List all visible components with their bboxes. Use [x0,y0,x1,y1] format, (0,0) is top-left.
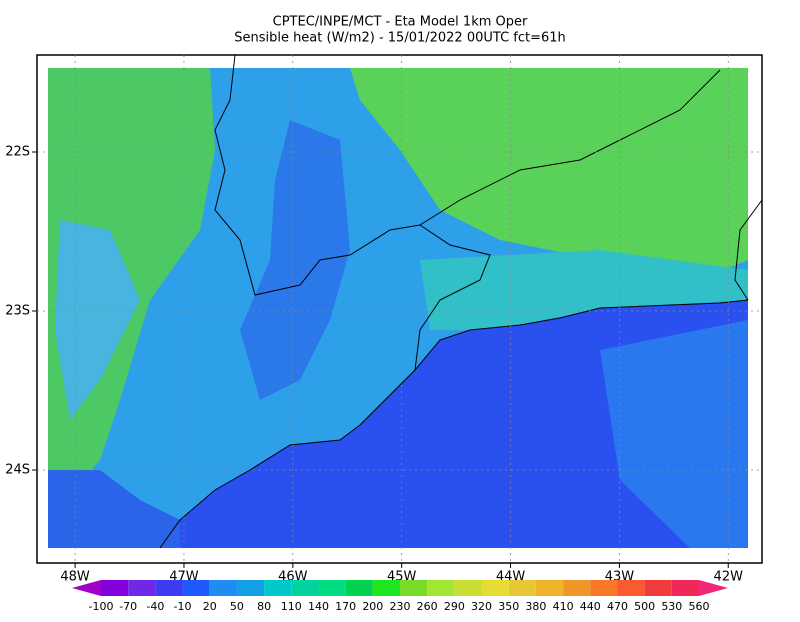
colorbar-label: -70 [119,600,137,613]
cyan-zone [420,250,748,330]
colorbar-segment [590,580,618,596]
colorbar-segment [671,580,699,596]
colorbar-arrow [699,580,728,596]
colorbar-label: 20 [203,600,217,613]
blue-zone [240,120,350,400]
lat-tick-label: 23S [5,303,30,318]
lat-tick-label: 24S [5,462,30,477]
colorbar-label: 320 [471,600,492,613]
state-border [734,199,763,301]
colorbar-label: 560 [689,600,710,613]
colorbar-label: 410 [553,600,574,613]
colorbar-label: 350 [498,600,519,613]
colorbar-label: 230 [390,600,411,613]
colorbar-segment [535,580,564,596]
colorbar-segment [155,580,183,596]
map-frame [36,54,763,564]
boundaries [159,54,763,549]
colorbar-label: 50 [230,600,244,613]
colorbar-label: -10 [174,600,192,613]
coastline [159,299,749,549]
ocean-shelf [600,320,748,548]
title-line: Sensible heat (W/m2) - 15/01/2022 00UTC … [234,31,566,46]
title-line: CPTEC/INPE/MCT - Eta Model 1km Oper [273,15,528,30]
colorbar-segment [182,580,210,596]
colorbar-segment [454,580,482,596]
colorbar-label: 140 [308,600,329,613]
colorbar-segment [481,580,509,596]
blue-zone [55,220,140,420]
colorbar-label: 500 [634,600,655,613]
map-field [48,68,748,548]
colorbar-arrow [72,580,101,596]
colorbar: -100 -70 -40 -10 20 50 80 110 140 170 200 230 260 290… [72,580,728,613]
lon-tick-label: 42W [714,570,744,585]
colorbar-segment [101,580,129,596]
colorbar-label: 110 [281,600,302,613]
colorbar-segment [372,580,400,596]
colorbar-segment [617,580,645,596]
colorbar-segment [318,580,346,596]
state-border [419,69,721,226]
colorbar-segment [291,580,319,596]
colorbar-label: 80 [257,600,271,613]
colorbar-segment [264,580,292,596]
colorbar-segment [400,580,428,596]
colorbar-segment [563,580,591,596]
colorbar-label: 200 [362,600,383,613]
colorbar-label: 380 [525,600,546,613]
green-zone [350,68,748,280]
state-border [214,54,491,371]
colorbar-label: -40 [146,600,164,613]
lon-tick-label: 48W [60,570,90,585]
colorbar-label: 170 [335,600,356,613]
colorbar-label: 470 [607,600,628,613]
colorbar-segment [508,580,536,596]
colorbar-segment [644,580,672,596]
lat-tick-label: 22S [5,144,30,159]
blue-zone [48,470,180,548]
colorbar-label: 530 [661,600,682,613]
colorbar-segment [427,580,455,596]
colorbar-segment [128,580,156,596]
colorbar-segment [209,580,237,596]
colorbar-label: 290 [444,600,465,613]
colorbar-label: -100 [89,600,114,613]
colorbar-label: 260 [417,600,438,613]
colorbar-segment [236,580,265,596]
colorbar-segment [345,580,373,596]
colorbar-label: 440 [580,600,601,613]
